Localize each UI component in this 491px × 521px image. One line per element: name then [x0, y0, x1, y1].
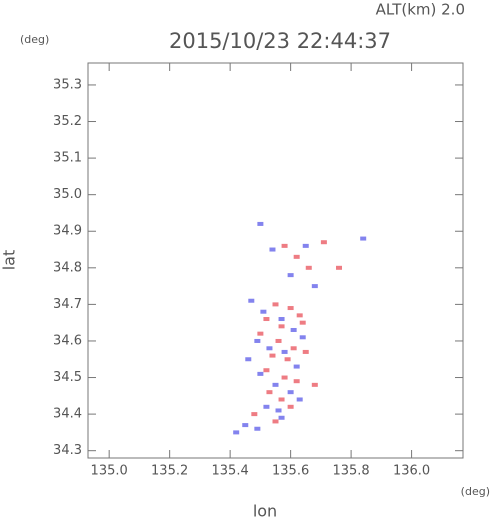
y-tick-label: 34.6 [53, 333, 82, 348]
y-tick-label: 34.9 [53, 224, 82, 239]
point [311, 382, 318, 387]
point [278, 415, 285, 420]
y-tick-label: 35.3 [53, 77, 82, 92]
point [251, 412, 258, 417]
x-tick-label: 136.0 [393, 464, 430, 479]
point [266, 390, 273, 395]
point [302, 243, 309, 248]
y-tick-label: 35.0 [53, 187, 82, 202]
chart-title: 2015/10/23 22:44:37 [169, 29, 391, 53]
x-tick-label: 135.6 [272, 464, 309, 479]
point [242, 423, 249, 428]
point [257, 331, 264, 336]
point [257, 221, 264, 226]
point [275, 338, 282, 343]
point [281, 375, 288, 380]
point [281, 349, 288, 354]
point [263, 368, 270, 373]
point [287, 390, 294, 395]
x-unit: (deg) [461, 485, 490, 498]
point [293, 379, 300, 384]
plot-frame [87, 62, 464, 459]
point [254, 426, 261, 431]
point [263, 404, 270, 409]
point [272, 419, 279, 424]
point [269, 353, 276, 358]
point [278, 324, 285, 329]
y-tick-label: 35.2 [53, 114, 82, 129]
point [290, 327, 297, 332]
point [293, 364, 300, 369]
point [296, 313, 303, 318]
point [336, 265, 343, 270]
y-tick-label: 34.5 [53, 370, 82, 385]
x-tick-label: 135.2 [151, 464, 188, 479]
point [293, 254, 300, 259]
y-tick-label: 34.8 [53, 260, 82, 275]
point [284, 357, 291, 362]
point [263, 317, 270, 322]
x-tick-label: 135.4 [212, 464, 249, 479]
point [360, 236, 367, 241]
point [287, 273, 294, 278]
point [296, 397, 303, 402]
point [257, 371, 264, 376]
y-tick-label: 34.4 [53, 407, 82, 422]
point [302, 349, 309, 354]
point [269, 247, 276, 252]
point [290, 346, 297, 351]
y-unit: (deg) [20, 33, 49, 46]
point [278, 317, 285, 322]
point [278, 397, 285, 402]
point [260, 309, 267, 314]
chart-subtitle: ALT(km) 2.0 [376, 1, 465, 19]
y-tick-label: 34.3 [53, 443, 82, 458]
point [254, 338, 261, 343]
point [281, 243, 288, 248]
y-axis-label: lat [0, 250, 19, 271]
x-tick-label: 135.0 [91, 464, 128, 479]
point [311, 284, 318, 289]
point [299, 320, 306, 325]
point [275, 408, 282, 413]
x-axis-label: lon [253, 502, 277, 521]
point [299, 335, 306, 340]
point [305, 265, 312, 270]
point [248, 298, 255, 303]
y-tick-label: 34.7 [53, 297, 82, 312]
point [245, 357, 252, 362]
point [233, 430, 240, 435]
point [287, 306, 294, 311]
point [287, 404, 294, 409]
x-tick-label: 135.8 [332, 464, 369, 479]
point [272, 382, 279, 387]
point [320, 240, 327, 245]
point [272, 302, 279, 307]
y-tick-label: 35.1 [53, 151, 82, 166]
point [266, 346, 273, 351]
